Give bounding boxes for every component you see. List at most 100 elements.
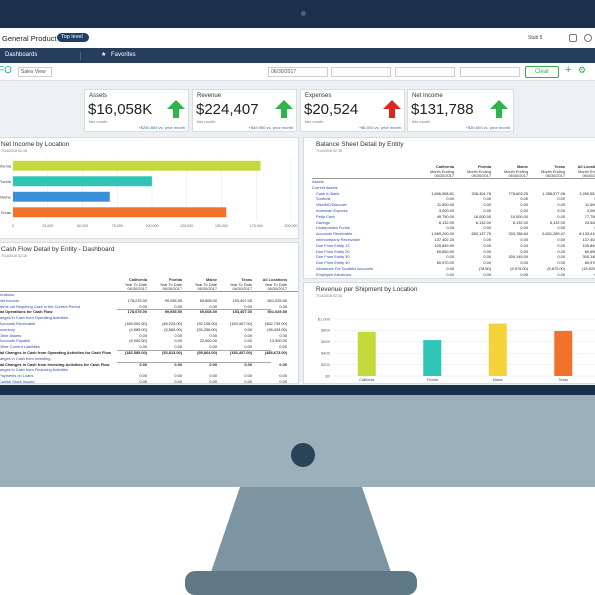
row-label: Total Operations for Cash Flow [0, 309, 53, 315]
table-cell: 0.00 [483, 208, 491, 213]
table-cell: 11,500.00 [584, 202, 595, 208]
table-cell: 0.00 [557, 208, 565, 213]
settings-button[interactable]: ⚙ [578, 65, 587, 75]
table-cell: 0.00 [483, 225, 491, 231]
table-cell: (64,407.63) [455, 278, 491, 279]
y-tick-label: Maine [0, 194, 12, 199]
panel-title: Cash Flow Detail by Entity - Dashboard [1, 246, 115, 253]
chat-icon[interactable] [569, 34, 577, 42]
panel-date: 7/14/2018 02:16 [1, 149, 27, 153]
x-tick-label: California [359, 378, 374, 382]
column-header: 06/30/2017 [508, 173, 528, 178]
nav-item[interactable]: Dashboards [5, 52, 38, 58]
table-cell: 0.00 [279, 332, 287, 338]
kpi-label: Revenue [197, 93, 222, 99]
table-cell: 0.00 [174, 379, 182, 384]
filter-input[interactable] [395, 67, 455, 77]
table-cell: 0.00 [520, 260, 528, 266]
column-header: Month Ending [577, 168, 595, 174]
kpi-label: Net Income [412, 93, 443, 99]
table-cell: 0.00 [520, 196, 528, 202]
table-cell: 0.00 [279, 344, 287, 350]
table-cell: 49,750.00 [436, 213, 454, 219]
table-cell: 0.00 [520, 237, 528, 242]
table-cell: 0.00 [279, 361, 287, 367]
panel-date: 7/14/2018 02:16 [316, 149, 342, 153]
row-label: Total Changes in Cash from Investing Act… [0, 361, 110, 367]
column-header: Month Ending [466, 168, 491, 174]
bar [13, 160, 261, 171]
kpi-change: +$39,600 vs. prior month [465, 125, 510, 130]
table-cell: 0.00 [244, 361, 252, 367]
table-cell: 0.00 [244, 344, 252, 350]
bar [13, 207, 227, 218]
row-label: Allowance For Doubtful Accounts [316, 266, 374, 271]
table-cell: 0.00 [520, 202, 528, 208]
table-cell: 10,000.00 [510, 213, 528, 219]
kpi-card: Assets $16,058K this month +$250,863 vs. pr… [84, 89, 189, 132]
monitor-bezel [0, 0, 595, 28]
column-header: 06/30/2017 [545, 173, 565, 178]
table-cell: 77,750.00 [584, 213, 595, 219]
table-cell: 0.00 [244, 326, 252, 332]
bar-chart: $0 $200 $400 $600 $800 $1,000 California Florid… [318, 316, 595, 382]
y-tick-label: $600 [321, 339, 331, 344]
view-select[interactable]: Sales View [18, 67, 52, 77]
table-cell: 24,528.00 [584, 219, 595, 225]
table-cell: 60,970.00 [436, 260, 454, 266]
table-cell: (36,434.00) [267, 326, 287, 332]
y-tick-label: $0 [326, 373, 331, 378]
column-header: Texas [554, 164, 565, 169]
table-cell: 0.00 [520, 271, 528, 277]
add-button[interactable]: + [565, 64, 572, 76]
y-tick-label: California [0, 163, 12, 168]
table-cell: 0.00 [139, 373, 147, 379]
kpi-label: Assets [89, 93, 108, 99]
table-cell: (119,446.81) [418, 278, 454, 279]
table-cell: 6,132.00 [438, 219, 454, 225]
table-cell: 4,518.00 [529, 278, 565, 279]
table-cell: (95,864.00) [197, 350, 217, 355]
table-cell: 105,849.99 [434, 242, 454, 248]
table-cell: 0.00 [483, 196, 491, 202]
kpi-period: this month [197, 119, 216, 124]
table-cell: 1,606,968.81 [431, 190, 454, 196]
column-header: Texas [241, 277, 252, 282]
table-cell: 18,000.00 [473, 213, 491, 219]
row-label: Inventory [0, 326, 16, 332]
table-cell: 0.00 [209, 332, 217, 338]
table-cell: 0.00 [483, 254, 491, 260]
nav-item[interactable]: Favorites [111, 52, 136, 58]
clear-button[interactable]: Clear [525, 66, 559, 78]
table-cell: 0.00 [174, 373, 182, 379]
x-tick-label: 175,000 [250, 224, 263, 228]
table-cell: 0.00 [279, 303, 287, 309]
filter-input[interactable] [460, 67, 520, 77]
row-label: American Express [316, 208, 348, 213]
table-cell: 0.00 [557, 202, 565, 208]
table-cell: 0.00 [557, 254, 565, 260]
date-input[interactable]: 06/30/2017 [268, 67, 328, 77]
level-badge[interactable]: Top level [57, 33, 89, 42]
table-cell: 137,402.25 [434, 237, 454, 242]
filter-input[interactable] [331, 67, 391, 77]
user-name[interactable]: Stub 5 [528, 35, 543, 41]
table-cell: 0.00 [209, 379, 217, 384]
table-cell: 178,075.00 [127, 309, 147, 315]
table-cell: 0.00 [209, 361, 217, 367]
table-cell: 60,970.00 [584, 260, 595, 266]
row-label: Employee Advances [316, 271, 352, 277]
table-cell: (188,824.44) [566, 278, 595, 279]
x-tick-label: 25,000 [42, 224, 53, 228]
table-cell: 0.00 [174, 332, 182, 338]
row-label: Intercompany Receivable [316, 237, 360, 242]
help-icon[interactable] [584, 34, 592, 42]
column-header: Month Ending [503, 168, 528, 174]
table-cell: 69,650.00 [584, 248, 595, 254]
panel: Net Income by Location 7/14/2018 02:16 0… [0, 137, 299, 239]
trend-arrow [383, 100, 401, 118]
table-cell: 0.00 [557, 242, 565, 248]
table-cell: 206,404.76 [471, 190, 491, 196]
kpi-card: Revenue $224,407 this month +$49,950 vs. pr… [192, 89, 297, 132]
table-cell: 0.00 [520, 248, 528, 254]
